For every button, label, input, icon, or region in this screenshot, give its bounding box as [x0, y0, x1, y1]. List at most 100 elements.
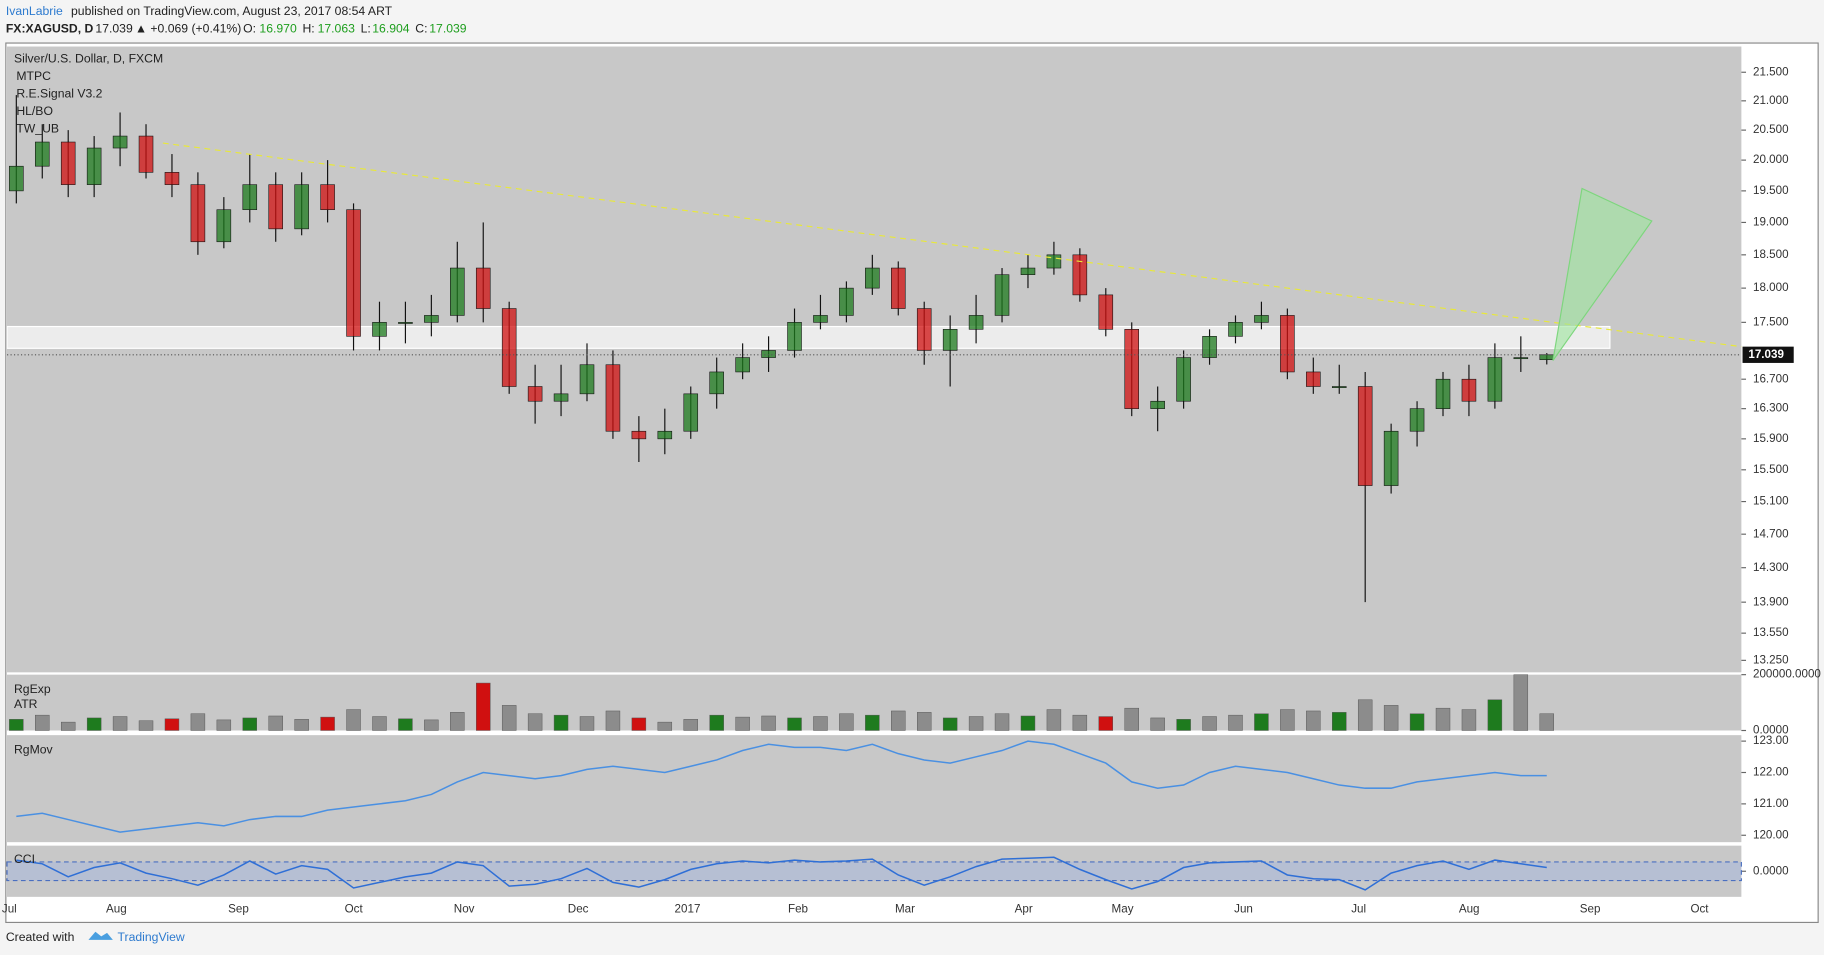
- candle-body: [1539, 354, 1555, 361]
- volume-bar: [1072, 714, 1088, 731]
- volume-bar: [1020, 715, 1036, 731]
- y-tick-label: 18.000: [1753, 281, 1789, 294]
- x-tick-label: Aug: [1459, 903, 1480, 916]
- candle-body: [527, 386, 543, 402]
- volume-bar: [1124, 707, 1139, 731]
- y-tick-label: 15.900: [1753, 432, 1789, 445]
- x-tick-label: 2017: [675, 903, 701, 916]
- volume-bar: [1098, 716, 1114, 731]
- volume-bar: [865, 714, 880, 731]
- projection-fan: [1552, 187, 1653, 361]
- volume-bar: [86, 717, 102, 731]
- indicator: MTPC: [16, 69, 51, 83]
- candle-body: [164, 172, 180, 185]
- volume-bar: [1435, 707, 1451, 731]
- candle-body: [891, 267, 906, 309]
- volume-bar: [1280, 709, 1295, 731]
- x-tick-label: Dec: [568, 903, 589, 916]
- x-tick-label: May: [1112, 903, 1134, 916]
- y-tick-label: 17.500: [1753, 315, 1789, 328]
- candle-body: [865, 267, 880, 289]
- y-tick-label: 13.250: [1753, 653, 1789, 666]
- candle-body: [1254, 315, 1269, 323]
- l-label: L:: [361, 21, 371, 35]
- candle-body: [1176, 357, 1191, 402]
- candle-body: [190, 184, 206, 243]
- zone: [6, 325, 1611, 349]
- candle-body: [1487, 357, 1503, 402]
- candle-body: [501, 308, 517, 387]
- candle-body: [1150, 400, 1165, 409]
- x-tick-label: Jul: [2, 903, 17, 916]
- volume-bar: [553, 714, 569, 731]
- volume-bar: [398, 718, 413, 731]
- indicator-line: [16, 856, 1547, 891]
- published: published on TradingView.com, August 23,…: [71, 4, 393, 18]
- candle-body: [683, 393, 699, 432]
- candle-body: [1020, 267, 1036, 275]
- last-price-tag: [1742, 346, 1794, 363]
- candle-body: [372, 322, 387, 337]
- y-tick-label: 21.000: [1753, 94, 1789, 107]
- y-tick-label: 16.300: [1753, 402, 1789, 415]
- candle-body: [450, 267, 465, 316]
- y-tick-label: 16.700: [1753, 372, 1789, 385]
- volume-bar: [942, 717, 958, 731]
- candle-body: [553, 393, 569, 402]
- volume-bar: [968, 716, 984, 731]
- volume-bar: [527, 713, 543, 731]
- volume-bar: [1409, 713, 1425, 731]
- author[interactable]: IvanLabrie: [6, 4, 63, 18]
- rgmov-pane: [7, 735, 1742, 843]
- volume-bar: [1461, 709, 1477, 731]
- candle-body: [968, 315, 984, 330]
- y-tick-label: 14.300: [1753, 561, 1789, 574]
- volume-bar: [631, 717, 647, 731]
- volume-bar: [813, 716, 828, 731]
- candle-body: [320, 184, 335, 211]
- volume-bar: [994, 713, 1010, 731]
- y-tick-label: 13.900: [1753, 595, 1789, 608]
- candle-body: [631, 430, 647, 440]
- volume-bar: [60, 721, 76, 731]
- candle-body: [112, 135, 128, 149]
- candle-body: [398, 322, 413, 324]
- volume-bar: [164, 718, 180, 731]
- candle-body: [761, 350, 776, 358]
- candle-body: [1383, 430, 1399, 486]
- volume-bar: [1046, 709, 1062, 731]
- volume-bar: [320, 716, 335, 731]
- candle-body: [1280, 315, 1295, 373]
- pane-title: RgExp: [14, 682, 51, 696]
- candle-body: [1124, 329, 1140, 409]
- volume-bar: [190, 713, 206, 731]
- volume-bar: [242, 717, 257, 731]
- candle-body: [1098, 294, 1114, 330]
- indicator: R.E.Signal V3.2: [16, 86, 102, 100]
- y-tick-label: 15.100: [1753, 495, 1789, 508]
- candle-body: [1409, 408, 1425, 432]
- volume-bar: [476, 682, 491, 731]
- x-tick-label: Oct: [345, 903, 364, 916]
- y-tick-label: 20.500: [1753, 123, 1789, 136]
- candle-body: [242, 184, 258, 211]
- symbol: FX:XAGUSD, D: [6, 21, 94, 35]
- candle-body: [216, 209, 232, 243]
- volume-bar: [683, 719, 698, 731]
- x-tick-label: Sep: [1580, 903, 1601, 916]
- volume-bar: [35, 714, 50, 731]
- volume-bar: [424, 719, 439, 731]
- pane-subtitle: ATR: [14, 697, 38, 711]
- trendline: [162, 142, 1742, 348]
- candle-body: [709, 371, 724, 395]
- y-tick-label: 14.700: [1753, 527, 1789, 540]
- volume-bar: [450, 712, 465, 731]
- y-tick-label: 0.0000: [1753, 864, 1789, 877]
- plot: Jul Aug Sep Oct Nov Dec 2017 Feb Mar Apr May Jun Jul…: [2, 65, 1822, 915]
- footer-brand[interactable]: TradingView: [118, 930, 185, 944]
- volume-bar: [1306, 710, 1321, 731]
- change: ▲ +0.069 (+0.41%): [135, 21, 241, 35]
- candle-body: [1202, 336, 1217, 358]
- volume-bar: [891, 710, 906, 731]
- x-tick-label: Aug: [106, 903, 127, 916]
